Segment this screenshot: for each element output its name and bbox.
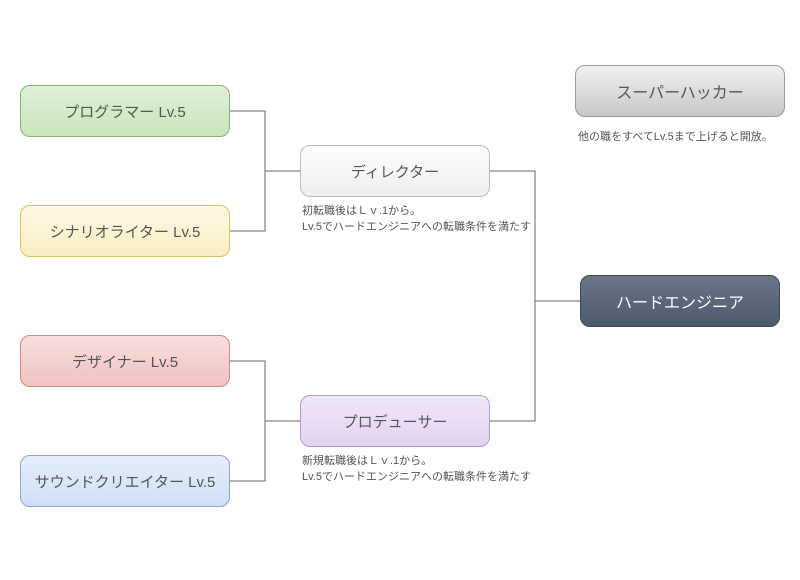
edge xyxy=(490,171,580,301)
node-label: サウンドクリエイター Lv.5 xyxy=(35,471,216,492)
caption-line: 初転職後はＬｖ.1から。 xyxy=(302,204,531,220)
node-hardeng: ハードエンジニア xyxy=(580,275,780,327)
node-director: ディレクター xyxy=(300,145,490,197)
node-superhacker: スーパーハッカー xyxy=(575,65,785,117)
node-sound: サウンドクリエイター Lv.5 xyxy=(20,455,230,507)
node-producer: プロデューサー xyxy=(300,395,490,447)
caption-producer: 新規転職後はＬｖ.1から。Lv.5でハードエンジニアへの転職条件を満たす xyxy=(302,454,531,486)
edge xyxy=(230,111,300,171)
edge xyxy=(490,301,580,421)
node-label: シナリオライター Lv.5 xyxy=(50,221,201,242)
caption-hacker: 他の職をすべてLv.5まで上げると開放。 xyxy=(578,130,773,146)
caption-line: Lv.5でハードエンジニアへの転職条件を満たす xyxy=(302,220,531,236)
node-label: ディレクター xyxy=(351,161,439,182)
node-label: プログラマー Lv.5 xyxy=(64,101,185,122)
node-programmer: プログラマー Lv.5 xyxy=(20,85,230,137)
node-label: スーパーハッカー xyxy=(616,79,744,103)
caption-text: 他の職をすべてLv.5まで上げると開放。 xyxy=(578,131,773,143)
edge xyxy=(230,171,300,231)
node-designer: デザイナー Lv.5 xyxy=(20,335,230,387)
node-label: デザイナー Lv.5 xyxy=(72,351,178,372)
node-label: ハードエンジニア xyxy=(616,289,744,313)
caption-director: 初転職後はＬｖ.1から。Lv.5でハードエンジニアへの転職条件を満たす xyxy=(302,204,531,236)
node-scenario: シナリオライター Lv.5 xyxy=(20,205,230,257)
edge xyxy=(230,421,300,481)
edge xyxy=(230,361,300,421)
caption-line: 新規転職後はＬｖ.1から。 xyxy=(302,454,531,470)
caption-line: Lv.5でハードエンジニアへの転職条件を満たす xyxy=(302,470,531,486)
node-label: プロデューサー xyxy=(343,411,448,432)
